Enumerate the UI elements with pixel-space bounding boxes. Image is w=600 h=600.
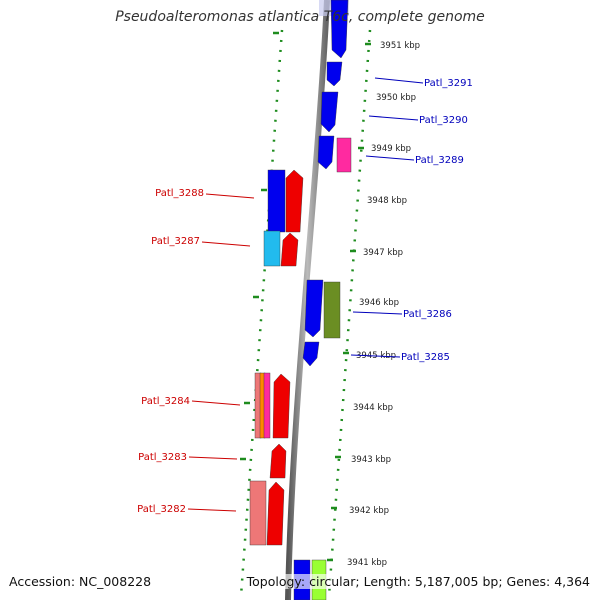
gene-label[interactable]: Patl_3283 xyxy=(138,452,187,463)
reverse-strand-genes xyxy=(249,169,304,546)
gene-label[interactable]: Patl_3286 xyxy=(403,309,452,320)
gene-label[interactable]: Patl_3285 xyxy=(401,352,450,363)
gene-box[interactable] xyxy=(323,281,341,339)
scale-label: 3941 kbp xyxy=(347,558,387,568)
gene-label[interactable]: Patl_3284 xyxy=(141,396,190,407)
gene-arrow[interactable] xyxy=(269,443,287,479)
gene-arrow[interactable] xyxy=(320,91,339,133)
scale-label: 3942 kbp xyxy=(349,506,389,516)
gene-arrow[interactable] xyxy=(272,373,291,439)
gene-box[interactable] xyxy=(263,372,271,439)
gene-arrow[interactable] xyxy=(266,481,285,546)
scale-label: 3950 kbp xyxy=(376,93,416,103)
page-title: Pseudoalteromonas atlantica T6c, complet… xyxy=(115,9,485,25)
scale-label: 3951 kbp xyxy=(380,41,420,51)
gene-label[interactable]: Patl_3288 xyxy=(155,188,204,199)
scale-label: 3948 kbp xyxy=(367,196,407,206)
gene-box[interactable] xyxy=(336,137,352,173)
gene-label[interactable]: Patl_3287 xyxy=(151,236,200,247)
scale-ticks xyxy=(240,31,371,562)
gene-label[interactable]: Patl_3282 xyxy=(137,504,186,515)
gene-arrow[interactable] xyxy=(317,135,335,170)
accession-text: Accession: NC_008228 xyxy=(9,574,152,589)
gene-label[interactable]: Patl_3291 xyxy=(424,78,473,89)
gene-box[interactable] xyxy=(267,169,286,233)
gene-arrow[interactable] xyxy=(330,0,349,59)
forward-strand-genes xyxy=(293,0,352,600)
scale-label: 3949 kbp xyxy=(371,144,411,154)
gene-label[interactable]: Patl_3290 xyxy=(419,115,468,126)
scale-label: 3944 kbp xyxy=(353,403,393,413)
gene-arrow[interactable] xyxy=(304,279,324,338)
scale-label: 3947 kbp xyxy=(363,248,403,258)
gene-arrow[interactable] xyxy=(326,61,343,87)
gene-box[interactable] xyxy=(263,230,281,267)
scale-label: 3943 kbp xyxy=(351,455,391,465)
gene-label[interactable]: Patl_3289 xyxy=(415,155,464,166)
leader-lines xyxy=(187,77,424,512)
gene-arrow[interactable] xyxy=(285,169,304,233)
genome-summary-text: Topology: circular; Length: 5,187,005 bp… xyxy=(246,574,590,589)
gene-arrow[interactable] xyxy=(280,232,299,267)
gene-arrow[interactable] xyxy=(302,341,320,367)
scale-label: 3946 kbp xyxy=(359,298,399,308)
genome-backbone xyxy=(285,0,330,600)
gene-box[interactable] xyxy=(249,480,267,546)
